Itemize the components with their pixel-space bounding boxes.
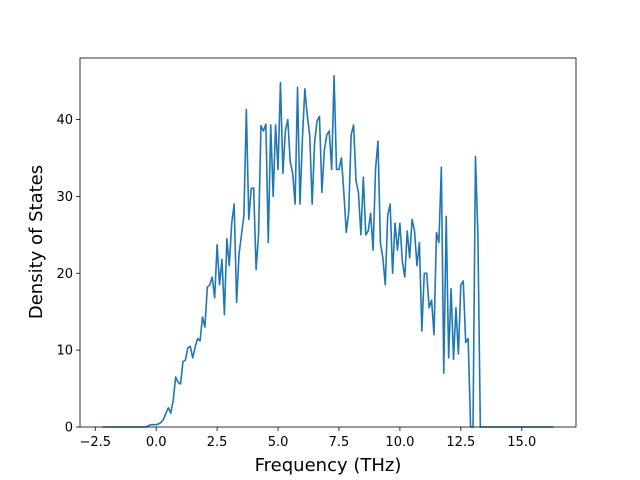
y-axis-label: Density of States: [26, 165, 47, 319]
plot-frame: [79, 57, 577, 428]
x-tick-label: 7.5: [329, 435, 350, 450]
x-tick-label: 12.5: [446, 435, 475, 450]
x-tick-label: 0.0: [146, 435, 167, 450]
x-tick-label: 5.0: [268, 435, 289, 450]
y-tick-label: 0: [65, 421, 73, 436]
line-series: [102, 74, 554, 428]
y-tick-label: 10: [56, 344, 73, 359]
y-tick-label: 20: [56, 267, 73, 282]
x-tick-label: −2.5: [79, 435, 111, 450]
x-axis-label: Frequency (THz): [255, 455, 402, 476]
y-tick-label: 30: [56, 190, 73, 205]
y-tick-label: 40: [56, 113, 73, 128]
x-tick-label: 10.0: [385, 435, 414, 450]
x-tick-label: 15.0: [507, 435, 536, 450]
x-tick-label: 2.5: [207, 435, 228, 450]
